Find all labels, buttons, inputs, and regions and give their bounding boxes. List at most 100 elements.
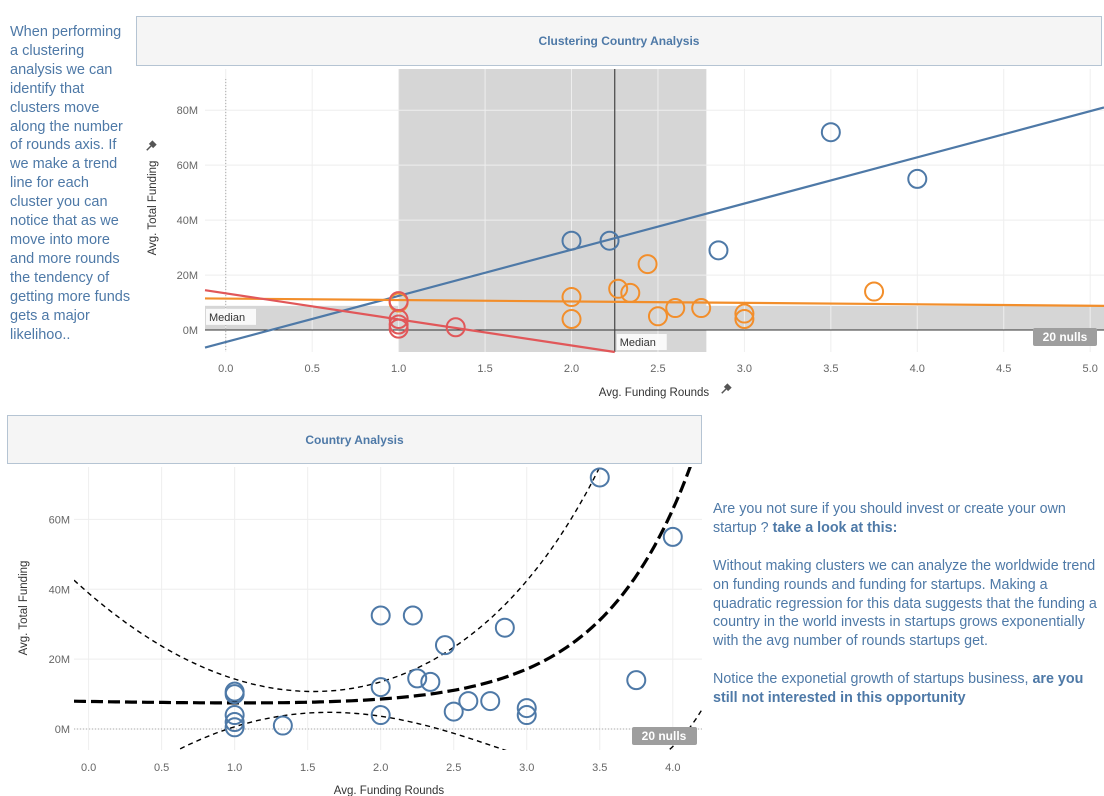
data-point — [407, 668, 428, 689]
x-tick-label: 1.5 — [300, 762, 315, 774]
right-text-conclusion: Notice the exponetial growth of startups… — [713, 671, 1084, 707]
data-point — [402, 605, 423, 626]
x-tick-label: 4.0 — [665, 762, 680, 774]
data-point — [620, 282, 641, 303]
x-tick-label: 0.5 — [305, 363, 320, 375]
x-tick-label: 0.0 — [218, 363, 233, 375]
data-point — [626, 670, 647, 691]
quadratic-trend-line — [74, 467, 692, 705]
data-point — [388, 318, 409, 339]
data-point — [224, 717, 245, 738]
right-text-body: Without making clusters we can analyze t… — [713, 557, 1097, 650]
y-tick-label: 80M — [177, 105, 198, 117]
data-point — [480, 691, 501, 712]
data-point — [608, 278, 629, 299]
x-tick-label: 4.5 — [996, 363, 1011, 375]
chart-2-title: Country Analysis — [7, 415, 702, 464]
right-text-intro: Are you not sure if you should invest or… — [713, 501, 1066, 536]
y-tick-label: 60M — [177, 160, 198, 172]
x-tick-label: 5.0 — [1083, 363, 1098, 375]
data-point — [734, 309, 755, 330]
y-tick-label: 0M — [55, 724, 70, 736]
x-tick-label: 3.0 — [519, 762, 534, 774]
pin-needle — [721, 388, 727, 394]
data-point — [272, 715, 293, 736]
x-tick-label: 2.5 — [446, 762, 461, 774]
data-point — [370, 605, 391, 626]
side-note: When performing a clustering analysis we… — [10, 24, 131, 343]
data-point — [516, 705, 537, 726]
data-point — [907, 168, 928, 189]
data-point — [388, 309, 409, 330]
data-point — [370, 677, 391, 698]
data-point — [443, 701, 464, 722]
data-point — [599, 230, 620, 251]
x-tick-label: 0.5 — [154, 762, 169, 774]
x-tick-label: 1.0 — [227, 762, 242, 774]
clustering-scatter-chart[interactable]: 0.0 0.5 1.0 1.5 2.0 2.5 3.0 3.5 4.0 4.5 5.0 0M 20M 40… — [0, 0, 1104, 410]
data-point — [665, 298, 686, 319]
x-axis-title: Avg. Funding Rounds — [334, 785, 445, 796]
trend-group — [74, 467, 702, 750]
median-label-bg — [616, 334, 667, 350]
trend-line — [204, 289, 615, 354]
x-tick-label: 3.0 — [737, 363, 752, 375]
data-point — [434, 635, 455, 656]
x-tick-label: 0.0 — [81, 762, 96, 774]
y-tick-label: 40M — [177, 215, 198, 227]
median-label-x: Median — [620, 337, 656, 349]
x-tick-label: 1.0 — [391, 363, 406, 375]
data-point — [647, 306, 668, 327]
data-point — [420, 671, 441, 692]
data-point — [708, 240, 729, 261]
x-tick-label: 2.5 — [650, 363, 665, 375]
data-point — [224, 712, 245, 733]
data-point — [224, 681, 245, 702]
x-tick-label: 3.5 — [592, 762, 607, 774]
data-point — [662, 526, 683, 547]
nulls-badge — [632, 727, 697, 745]
data-point — [864, 281, 885, 302]
y-tick-label: 20M — [177, 270, 198, 282]
x-tick-label: 2.0 — [564, 363, 579, 375]
trend-line — [204, 106, 1104, 349]
y-axis-title: Avg. Total Funding — [18, 561, 30, 656]
median-label-y: Median — [209, 312, 245, 324]
x-tick-label: 3.5 — [823, 363, 838, 375]
data-point — [458, 691, 479, 712]
nulls-badge-label: 20 nulls — [642, 729, 687, 743]
y-axis-title: Avg. Total Funding — [147, 161, 159, 256]
data-point — [637, 254, 658, 275]
data-point — [445, 317, 466, 338]
y-tick-label: 0M — [183, 325, 198, 337]
data-point — [561, 230, 582, 251]
y-tick-label: 60M — [49, 514, 70, 526]
data-point — [370, 705, 391, 726]
nulls-badge — [1033, 328, 1097, 346]
chart-1-title: Clustering Country Analysis — [136, 16, 1102, 66]
x-tick-label: 4.0 — [910, 363, 925, 375]
pin-head — [148, 140, 157, 149]
nulls-badge-label: 20 nulls — [1043, 330, 1088, 344]
pin-needle — [146, 145, 152, 151]
x-axis-title: Avg. Funding Rounds — [599, 387, 710, 399]
x-band — [398, 69, 707, 352]
x-tick-label: 1.5 — [477, 363, 492, 375]
right-text-block: Are you not sure if you should invest or… — [713, 500, 1098, 727]
pin-head — [723, 383, 732, 392]
y-band — [205, 305, 1104, 331]
data-point — [691, 298, 712, 319]
pin-icon — [146, 140, 157, 151]
data-point — [561, 287, 582, 308]
data-point — [734, 303, 755, 324]
x-tick-label: 2.0 — [373, 762, 388, 774]
pin-icon — [721, 383, 732, 394]
lower-band — [176, 709, 702, 750]
data-point — [494, 617, 515, 638]
trend-line — [204, 297, 1104, 307]
data-point — [820, 122, 841, 143]
data-point — [516, 698, 537, 719]
data-point — [224, 705, 245, 726]
data-point — [589, 467, 610, 488]
